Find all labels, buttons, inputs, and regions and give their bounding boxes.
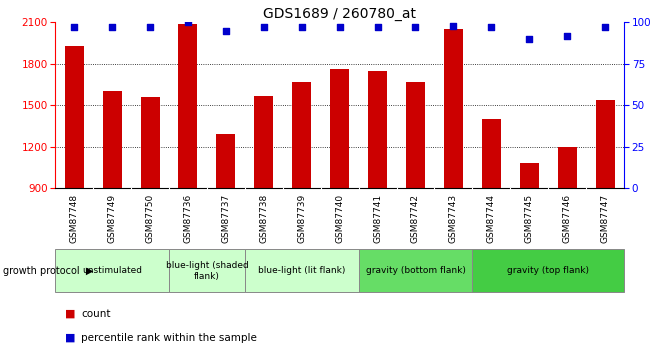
Point (145, 24, 155, 30)
Text: GSM87738: GSM87738 (259, 194, 268, 243)
Text: GSM87736: GSM87736 (183, 194, 192, 243)
Point (372, 24, 383, 30)
Text: GSM87750: GSM87750 (146, 194, 155, 243)
Text: GSM87737: GSM87737 (222, 194, 230, 243)
Point (562, 33, 573, 38)
Bar (595, 100, 614, 188)
Bar (55, 249, 169, 292)
Text: growth protocol  ▶: growth protocol ▶ (3, 266, 94, 276)
Text: blue-light (shaded
flank): blue-light (shaded flank) (166, 261, 248, 280)
Point (107, 24, 117, 30)
Text: GSM87741: GSM87741 (373, 194, 382, 243)
Text: GSM87746: GSM87746 (563, 194, 571, 243)
Bar (359, 249, 473, 292)
Text: GSM87747: GSM87747 (601, 194, 610, 243)
Bar (444, 29, 463, 188)
Text: blue-light (lit flank): blue-light (lit flank) (258, 266, 345, 275)
Bar (406, 82, 425, 188)
Bar (292, 82, 311, 188)
Bar (65, 46, 84, 188)
Bar (179, 24, 198, 188)
Bar (103, 91, 122, 188)
Point (259, 24, 269, 30)
Title: GDS1689 / 260780_at: GDS1689 / 260780_at (263, 7, 416, 21)
Text: GSM87742: GSM87742 (411, 194, 420, 243)
Text: ■: ■ (65, 333, 75, 343)
Bar (368, 71, 387, 188)
Point (486, 24, 497, 30)
Text: GSM87739: GSM87739 (297, 194, 306, 243)
Point (220, 28, 231, 33)
Bar (245, 249, 359, 292)
Text: GSM87745: GSM87745 (525, 194, 534, 243)
Bar (216, 134, 235, 188)
Point (410, 24, 421, 30)
Bar (558, 147, 577, 188)
Point (334, 24, 345, 30)
Bar (254, 96, 273, 188)
Point (296, 24, 307, 30)
Bar (520, 163, 539, 188)
Text: GSM87740: GSM87740 (335, 194, 344, 243)
Text: GSM87748: GSM87748 (70, 194, 79, 243)
Point (183, 20, 193, 25)
Text: ■: ■ (65, 309, 75, 319)
Point (69, 24, 79, 30)
Bar (473, 249, 624, 292)
Text: gravity (top flank): gravity (top flank) (507, 266, 589, 275)
Text: count: count (81, 309, 110, 319)
Text: unstimulated: unstimulated (82, 266, 142, 275)
Point (524, 36, 534, 42)
Bar (330, 69, 349, 188)
Point (600, 24, 610, 30)
Text: percentile rank within the sample: percentile rank within the sample (81, 333, 257, 343)
Bar (482, 119, 500, 188)
Text: gravity (bottom flank): gravity (bottom flank) (365, 266, 465, 275)
Text: GSM87749: GSM87749 (108, 194, 116, 243)
Text: GSM87743: GSM87743 (449, 194, 458, 243)
Point (448, 23, 459, 29)
Bar (140, 97, 159, 188)
Text: GSM87744: GSM87744 (487, 194, 496, 243)
Bar (169, 249, 245, 292)
